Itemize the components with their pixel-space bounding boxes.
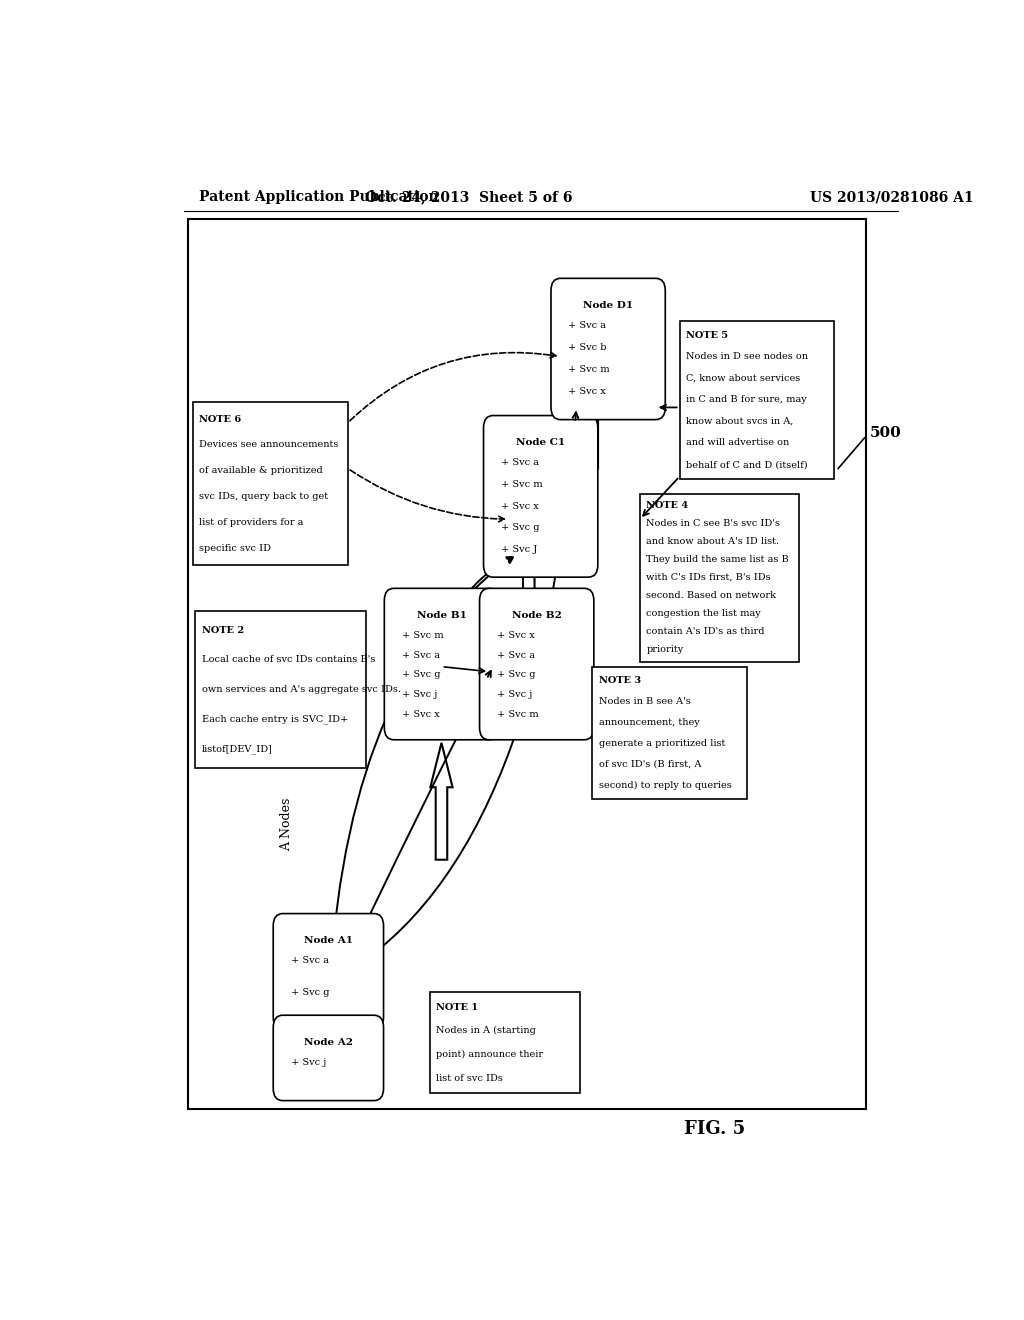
Text: + Svc a: + Svc a <box>401 651 439 660</box>
Text: congestion the list may: congestion the list may <box>646 610 761 618</box>
Text: Each cache entry is SVC_ID+: Each cache entry is SVC_ID+ <box>202 714 348 725</box>
Text: NOTE 2: NOTE 2 <box>202 626 244 635</box>
Text: Node A2: Node A2 <box>304 1038 353 1047</box>
Polygon shape <box>582 378 603 469</box>
Text: + Svc g: + Svc g <box>497 671 536 680</box>
Text: and know about A's ID list.: and know about A's ID list. <box>646 537 779 546</box>
Text: + Svc x: + Svc x <box>501 502 539 511</box>
Text: 500: 500 <box>870 426 902 440</box>
Text: B Nodes: B Nodes <box>245 655 257 709</box>
Text: list of svc IDs: list of svc IDs <box>436 1073 503 1082</box>
Bar <box>680 321 835 479</box>
Text: contain A's ID's as third: contain A's ID's as third <box>646 627 765 636</box>
Text: behalf of C and D (itself): behalf of C and D (itself) <box>686 461 808 469</box>
Text: in C and B for sure, may: in C and B for sure, may <box>686 395 807 404</box>
Polygon shape <box>518 488 540 601</box>
Text: + Svc m: + Svc m <box>401 631 443 640</box>
FancyBboxPatch shape <box>483 416 598 577</box>
Text: + Svc j: + Svc j <box>497 690 532 700</box>
FancyBboxPatch shape <box>479 589 594 739</box>
Text: own services and A's aggregate svc IDs.: own services and A's aggregate svc IDs. <box>202 685 400 694</box>
Text: and will advertise on: and will advertise on <box>686 438 790 447</box>
Text: Oct. 24, 2013  Sheet 5 of 6: Oct. 24, 2013 Sheet 5 of 6 <box>366 190 573 205</box>
Text: + Svc a: + Svc a <box>291 956 329 965</box>
Text: + Svc J: + Svc J <box>501 545 538 554</box>
Text: + Svc j: + Svc j <box>401 690 437 700</box>
Text: NOTE 3: NOTE 3 <box>599 676 641 685</box>
Polygon shape <box>430 743 453 859</box>
Text: announcement, they: announcement, they <box>599 718 699 727</box>
Text: C Nodes: C Nodes <box>245 492 257 546</box>
Text: A Nodes: A Nodes <box>281 797 293 851</box>
Text: + Svc g: + Svc g <box>501 524 540 532</box>
Text: listof[DEV_ID]: listof[DEV_ID] <box>202 744 272 754</box>
FancyBboxPatch shape <box>273 913 384 1030</box>
Text: point) announce their: point) announce their <box>436 1049 543 1059</box>
Text: generate a prioritized list: generate a prioritized list <box>599 739 725 747</box>
Text: NOTE 6: NOTE 6 <box>200 414 242 424</box>
Text: Node D1: Node D1 <box>583 301 633 310</box>
Text: + Svc g: + Svc g <box>401 671 440 680</box>
Text: + Svc x: + Svc x <box>568 387 606 396</box>
Text: Patent Application Publication: Patent Application Publication <box>200 190 439 205</box>
Text: + Svc a: + Svc a <box>501 458 539 467</box>
Text: + Svc x: + Svc x <box>497 631 535 640</box>
Text: know about svcs in A,: know about svcs in A, <box>686 417 794 426</box>
Bar <box>592 667 748 799</box>
Text: NOTE 4: NOTE 4 <box>646 502 688 510</box>
Text: + Svc m: + Svc m <box>568 366 610 375</box>
Bar <box>194 403 348 565</box>
Text: Devices see announcements: Devices see announcements <box>200 441 339 449</box>
Text: Nodes in A (starting: Nodes in A (starting <box>436 1026 536 1035</box>
Bar <box>196 611 367 768</box>
Text: with C's IDs first, B's IDs: with C's IDs first, B's IDs <box>646 573 771 582</box>
Bar <box>640 494 799 661</box>
Text: Nodes in D see nodes on: Nodes in D see nodes on <box>686 352 808 362</box>
Text: NOTE 1: NOTE 1 <box>436 1003 478 1011</box>
Text: Node C1: Node C1 <box>516 438 565 447</box>
Text: Nodes in C see B's svc ID's: Nodes in C see B's svc ID's <box>646 519 780 528</box>
Text: They build the same list as B: They build the same list as B <box>646 556 788 564</box>
Text: priority: priority <box>646 645 683 655</box>
Text: US 2013/0281086 A1: US 2013/0281086 A1 <box>811 190 974 205</box>
Text: second. Based on network: second. Based on network <box>646 591 776 601</box>
FancyBboxPatch shape <box>384 589 499 739</box>
Text: FIG. 5: FIG. 5 <box>684 1121 744 1138</box>
Text: + Svc m: + Svc m <box>497 710 539 719</box>
Text: + Svc j: + Svc j <box>291 1057 326 1067</box>
Text: + Svc b: + Svc b <box>568 343 607 352</box>
Text: Local cache of svc IDs contains B's: Local cache of svc IDs contains B's <box>202 655 375 664</box>
Text: of svc ID's (B first, A: of svc ID's (B first, A <box>599 759 701 768</box>
Bar <box>187 219 866 1109</box>
Text: + Svc g: + Svc g <box>291 987 329 997</box>
Text: Node B1: Node B1 <box>417 611 466 619</box>
Text: list of providers for a: list of providers for a <box>200 517 304 527</box>
Text: C, know about services: C, know about services <box>686 374 800 383</box>
FancyBboxPatch shape <box>551 279 666 420</box>
Text: + Svc m: + Svc m <box>501 480 543 488</box>
FancyBboxPatch shape <box>273 1015 384 1101</box>
Bar <box>430 991 581 1093</box>
Text: of available & prioritized: of available & prioritized <box>200 466 324 475</box>
Text: svc IDs, query back to get: svc IDs, query back to get <box>200 492 329 502</box>
Text: + Svc a: + Svc a <box>497 651 535 660</box>
Text: Node A1: Node A1 <box>304 936 353 945</box>
Text: NOTE 5: NOTE 5 <box>686 330 728 339</box>
Text: second) to reply to queries: second) to reply to queries <box>599 780 731 789</box>
Text: Node B2: Node B2 <box>512 611 561 619</box>
Text: + Svc a: + Svc a <box>568 321 606 330</box>
Text: Nodes in B see A's: Nodes in B see A's <box>599 697 690 706</box>
Text: specific svc ID: specific svc ID <box>200 544 271 553</box>
Text: + Svc x: + Svc x <box>401 710 439 719</box>
